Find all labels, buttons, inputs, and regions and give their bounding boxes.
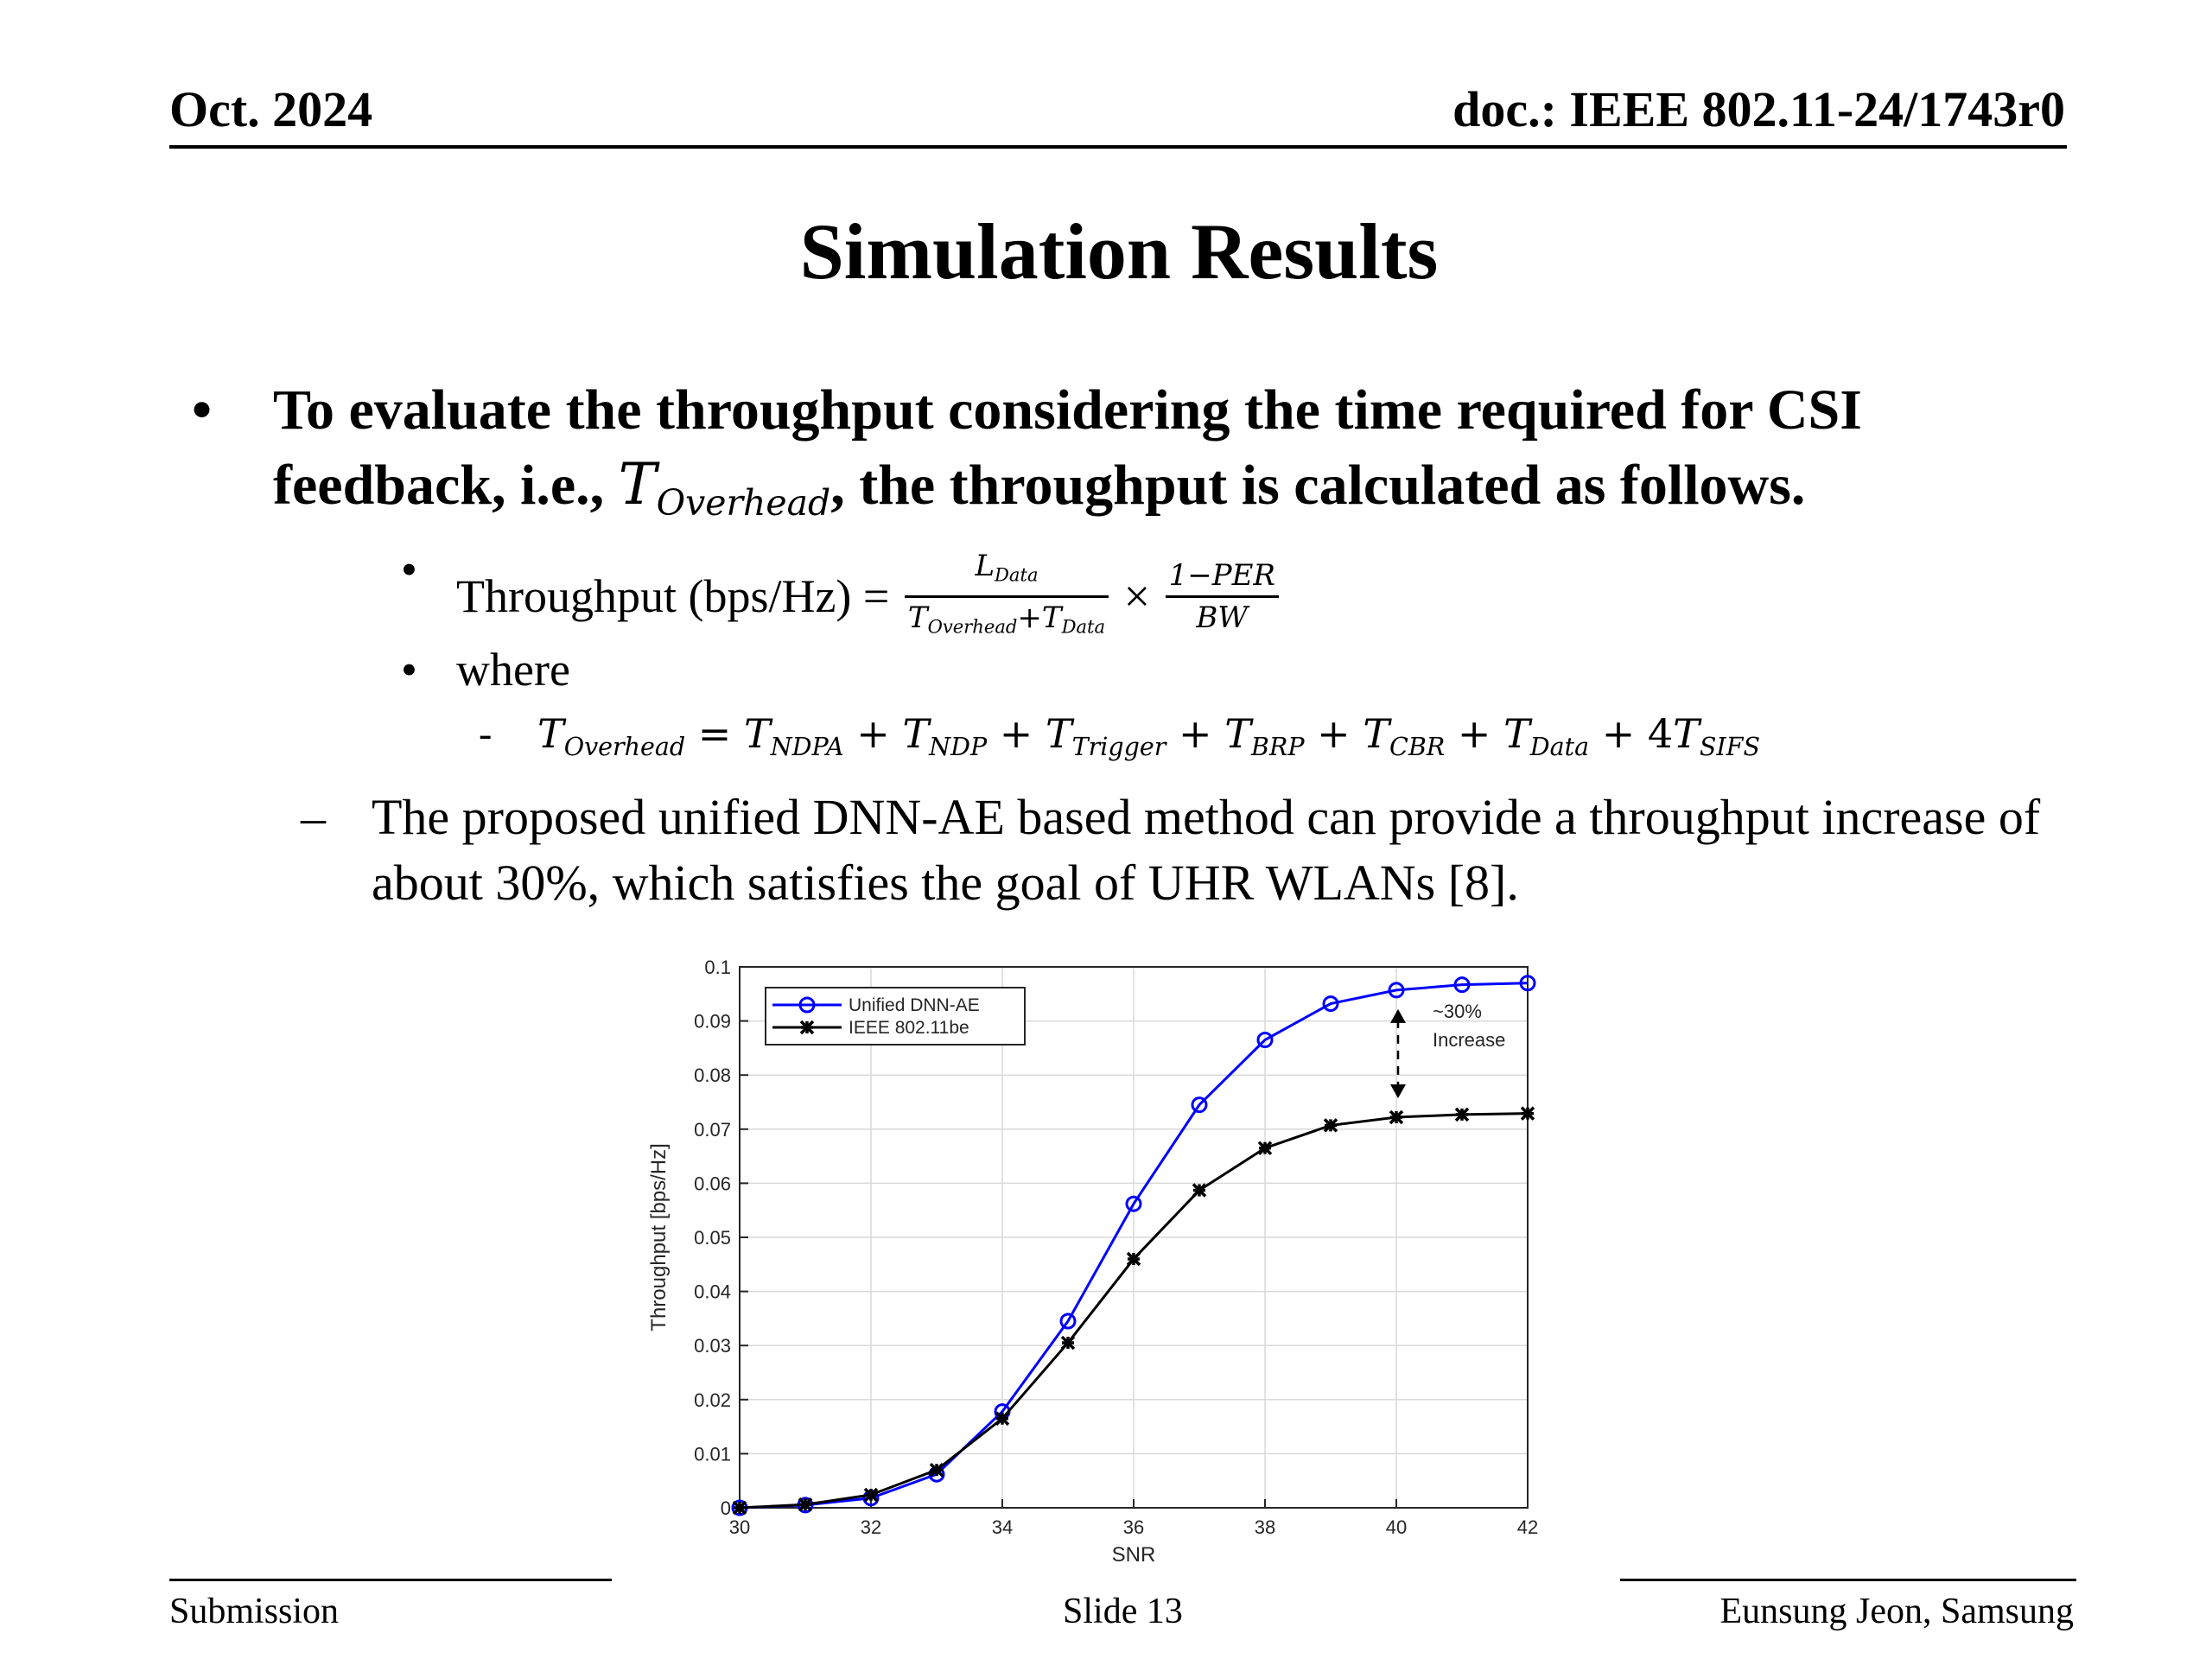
data-point [1454,1107,1470,1122]
header-doc-id: doc.: IEEE 802.11-24/1743r0 [1452,81,2065,137]
y-tick-label: 0 [721,1497,731,1519]
data-point [995,1411,1010,1426]
formula-label: Throughput (bps/Hz) = [456,570,890,623]
data-point [1323,1118,1338,1133]
footer-rule-right [1620,1579,2076,1581]
footer-author: Eunsung Jeon, Samsung [1719,1592,2075,1631]
y-axis-label: Throughput [bps/Hz] [647,1143,671,1331]
bullet-throughput-formula: • Throughput (bps/Hz) = LData TOverhead+… [401,546,1282,646]
legend-label-1: Unified DNN-AE [849,995,980,1015]
overhead-equation: - TOverhead = TNDPA + TNDP + TTrigger + … [479,710,1760,762]
y-tick-label: 0.04 [694,1281,731,1303]
chart-annotation: ~30% Increase [1390,1001,1505,1099]
data-point [1060,1335,1076,1351]
data-point [1125,1195,1142,1212]
y-tick-label: 0.03 [694,1335,731,1357]
data-point [1257,1141,1273,1155]
data-point [1126,1251,1141,1267]
chart-series [731,975,1536,1516]
footer-rule-left [169,1579,612,1581]
bullet-where: • where [401,644,570,696]
t-overhead-symbol: TOverhead [618,451,831,524]
data-point [1389,1109,1404,1125]
y-tick-label: 0.06 [694,1173,731,1194]
asterisk-stroke [929,1462,944,1478]
x-tick-label: 38 [1255,1516,1275,1538]
asterisk-stroke [798,1497,813,1512]
legend-marker-2 [799,1020,815,1035]
y-tick-label: 0.05 [694,1227,731,1249]
annotation-label-1: ~30% [1433,1001,1482,1022]
footer-submission: Submission [169,1592,340,1631]
data-point [732,1500,747,1516]
annotation-label-2: Increase [1433,1029,1505,1051]
header-date: Oct. 2024 [169,81,373,137]
data-point [1059,1313,1077,1330]
data-point [1192,1183,1207,1198]
fraction-per-over-bw: 1−PER BW [1165,556,1279,638]
footer-slide-number: Slide 13 [1063,1592,1183,1631]
y-tick-label: 0.1 [704,957,731,978]
x-tick-label: 30 [729,1516,750,1538]
asterisk-stroke [1192,1183,1207,1198]
fraction-data-over-time: LData TOverhead+TData [904,546,1109,646]
x-tick-label: 42 [1517,1516,1538,1538]
asterisk-stroke [1060,1335,1076,1351]
bullet-marker: • [401,644,417,696]
asterisk-stroke [995,1411,1010,1426]
dash-marker: – [301,789,326,845]
y-tick-label: 0.02 [694,1389,731,1411]
asterisk-stroke [863,1487,879,1503]
asterisk-stroke [1257,1141,1273,1155]
data-point [1388,982,1405,999]
where-label: where [456,644,570,696]
asterisk-stroke [1323,1118,1338,1133]
bullet-throughput-intro: • To evaluate the throughput considering… [192,373,2088,540]
equation-dash: - [479,711,493,755]
annotation-arrowhead-up [1390,1008,1406,1023]
bullet-text-a: To evaluate the throughput considering t… [273,378,1862,517]
x-tick-label: 40 [1386,1516,1407,1538]
y-tick-label: 0.07 [694,1119,731,1141]
chart-legend: Unified DNN-AE IEEE 802.11be [765,987,1026,1046]
asterisk-stroke [1520,1106,1535,1121]
asterisk-stroke [1126,1251,1141,1267]
x-tick-label: 32 [861,1516,881,1538]
data-point [1520,1106,1535,1121]
chart-grid [739,966,1529,1509]
y-tick-label: 0.09 [694,1011,731,1033]
asterisk-stroke [799,1020,815,1035]
bullet-dnn-ae-result: – The proposed unified DNN-AE based meth… [301,785,2082,916]
header-rule [169,145,2067,149]
data-point [1256,1032,1274,1049]
asterisk-stroke [1389,1109,1404,1125]
asterisk-stroke [732,1500,747,1516]
bullet-marker: • [401,543,417,595]
data-point [1191,1096,1208,1114]
result-text: The proposed unified DNN-AE based method… [372,789,2041,911]
y-tick-label: 0.08 [694,1065,731,1086]
data-point [863,1487,879,1503]
chart-ticks: 0 0.01 0.02 0.03 0.04 0.05 0.06 0.07 0.08 0.09 0.1… [694,957,1538,1538]
bullet-marker: • [192,378,213,442]
slide-title: Simulation Results [799,207,1439,296]
y-tick-label: 0.01 [694,1443,731,1465]
x-tick-label: 36 [1123,1516,1144,1538]
asterisk-stroke [1454,1107,1470,1122]
legend-label-2: IEEE 802.11be [849,1018,969,1038]
legend-marker-1 [798,996,816,1014]
data-point [1453,976,1471,994]
annotation-arrowhead-down [1390,1084,1406,1099]
times-symbol: × [1123,570,1151,623]
throughput-vs-snr-chart: 0 0.01 0.02 0.03 0.04 0.05 0.06 0.07 0.08 0.09 0.1… [647,957,1538,1567]
data-point [1322,995,1339,1013]
x-axis-label: SNR [1112,1543,1156,1567]
x-tick-label: 34 [992,1516,1013,1538]
data-point [1519,975,1536,992]
bullet-text-b: , the throughput is calculated as follow… [830,454,1806,517]
data-point [929,1462,944,1478]
data-point [798,1497,813,1512]
